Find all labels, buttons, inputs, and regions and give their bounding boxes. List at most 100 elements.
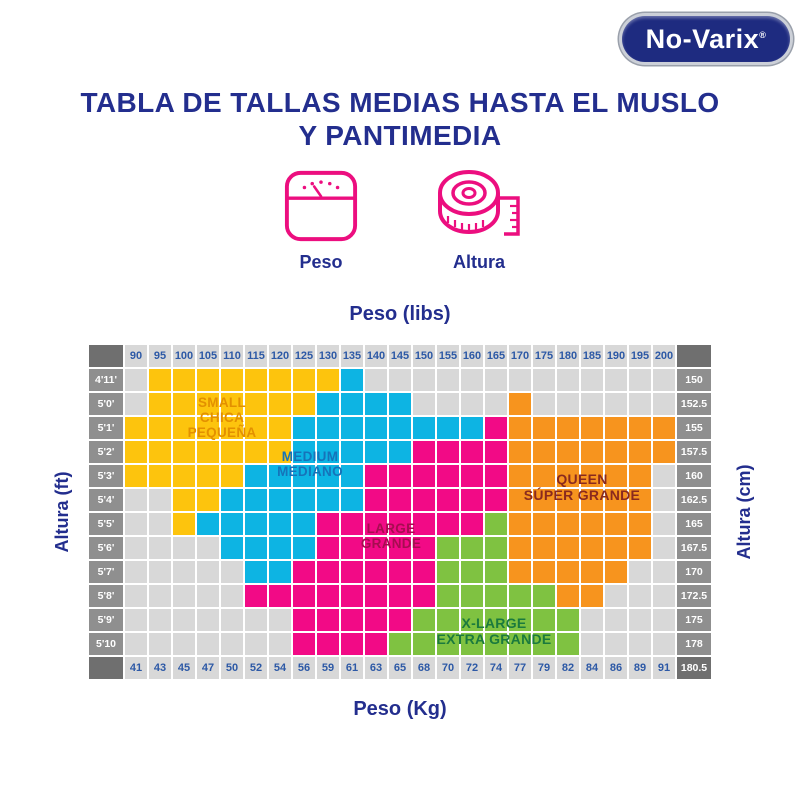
size-cell — [389, 609, 411, 631]
size-cell — [653, 561, 675, 583]
height-icon-item: Altura — [424, 168, 534, 273]
size-cell — [581, 585, 603, 607]
size-cell — [317, 609, 339, 631]
size-cell — [581, 513, 603, 535]
size-cell — [269, 489, 291, 511]
size-cell — [461, 417, 483, 439]
size-cell — [221, 561, 243, 583]
size-cell — [581, 489, 603, 511]
size-cell — [317, 417, 339, 439]
size-cell — [125, 369, 147, 391]
altura-icon-label: Altura — [452, 252, 505, 272]
size-cell — [197, 561, 219, 583]
size-cell — [389, 369, 411, 391]
size-cell — [221, 537, 243, 559]
size-cell — [389, 513, 411, 535]
libs-header-cell: 135 — [341, 345, 363, 367]
size-cell — [269, 561, 291, 583]
size-cell — [461, 393, 483, 415]
size-cell — [245, 513, 267, 535]
size-cell — [485, 393, 507, 415]
size-cell — [317, 369, 339, 391]
size-label-small: SMALL CHICA PEQUEÑA — [142, 395, 302, 440]
size-cell — [629, 393, 651, 415]
size-cell — [581, 537, 603, 559]
size-label-line: CHICA — [199, 410, 245, 425]
weight-libs-heading: Peso (libs) — [349, 303, 451, 325]
libs-header-cell: 160 — [461, 345, 483, 367]
size-cell — [269, 537, 291, 559]
size-cell — [509, 609, 531, 631]
size-cell — [413, 441, 435, 463]
size-cell — [317, 513, 339, 535]
libs-header-cell: 175 — [533, 345, 555, 367]
size-cell — [485, 369, 507, 391]
size-cell — [653, 585, 675, 607]
size-cell — [389, 489, 411, 511]
size-cell — [221, 489, 243, 511]
size-cell — [125, 537, 147, 559]
size-cell — [197, 609, 219, 631]
libs-header-cell: 140 — [365, 345, 387, 367]
size-cell — [557, 513, 579, 535]
size-cell — [605, 489, 627, 511]
size-cell — [581, 633, 603, 655]
size-cell — [341, 561, 363, 583]
size-cell — [605, 369, 627, 391]
kg-header-cell: 77 — [509, 657, 531, 679]
cm-row-label: 172.5 — [677, 585, 711, 607]
size-cell — [125, 633, 147, 655]
size-cell — [509, 585, 531, 607]
ft-row-label: 4'11' — [89, 369, 123, 391]
size-cell — [653, 537, 675, 559]
size-cell — [197, 537, 219, 559]
size-cell — [437, 585, 459, 607]
size-cell — [197, 369, 219, 391]
size-cell — [245, 369, 267, 391]
size-cell — [557, 441, 579, 463]
size-cell — [605, 417, 627, 439]
size-cell — [629, 489, 651, 511]
size-cell — [533, 513, 555, 535]
size-cell — [461, 465, 483, 487]
size-cell — [149, 585, 171, 607]
size-cell — [365, 417, 387, 439]
corner-cell — [89, 345, 123, 367]
size-cell — [533, 585, 555, 607]
kg-header-cell: 74 — [485, 657, 507, 679]
size-cell — [413, 369, 435, 391]
size-cell — [341, 441, 363, 463]
size-cell — [365, 441, 387, 463]
size-cell — [437, 417, 459, 439]
size-cell — [221, 417, 243, 439]
size-cell — [605, 513, 627, 535]
size-cell — [269, 513, 291, 535]
size-cell — [653, 633, 675, 655]
size-cell — [533, 441, 555, 463]
size-cell — [629, 441, 651, 463]
size-cell — [653, 441, 675, 463]
kg-header-cell: 70 — [437, 657, 459, 679]
size-cell — [317, 393, 339, 415]
kg-header-cell: 52 — [245, 657, 267, 679]
size-cell — [221, 441, 243, 463]
size-cell — [293, 609, 315, 631]
size-cell — [269, 417, 291, 439]
size-cell — [365, 561, 387, 583]
size-cell — [461, 489, 483, 511]
size-cell — [173, 465, 195, 487]
size-cell — [509, 633, 531, 655]
size-cell — [293, 441, 315, 463]
height-ft-axis-label: Altura (ft) — [52, 471, 72, 553]
size-cell — [125, 513, 147, 535]
registered-mark: ® — [759, 29, 767, 40]
size-cell — [365, 585, 387, 607]
ft-row-label: 5'3' — [89, 465, 123, 487]
size-cell — [629, 537, 651, 559]
size-cell — [605, 633, 627, 655]
size-cell — [653, 513, 675, 535]
cm-row-label: 167.5 — [677, 537, 711, 559]
size-cell — [509, 489, 531, 511]
size-label-line: X-LARGE — [461, 615, 527, 631]
size-cell — [149, 537, 171, 559]
